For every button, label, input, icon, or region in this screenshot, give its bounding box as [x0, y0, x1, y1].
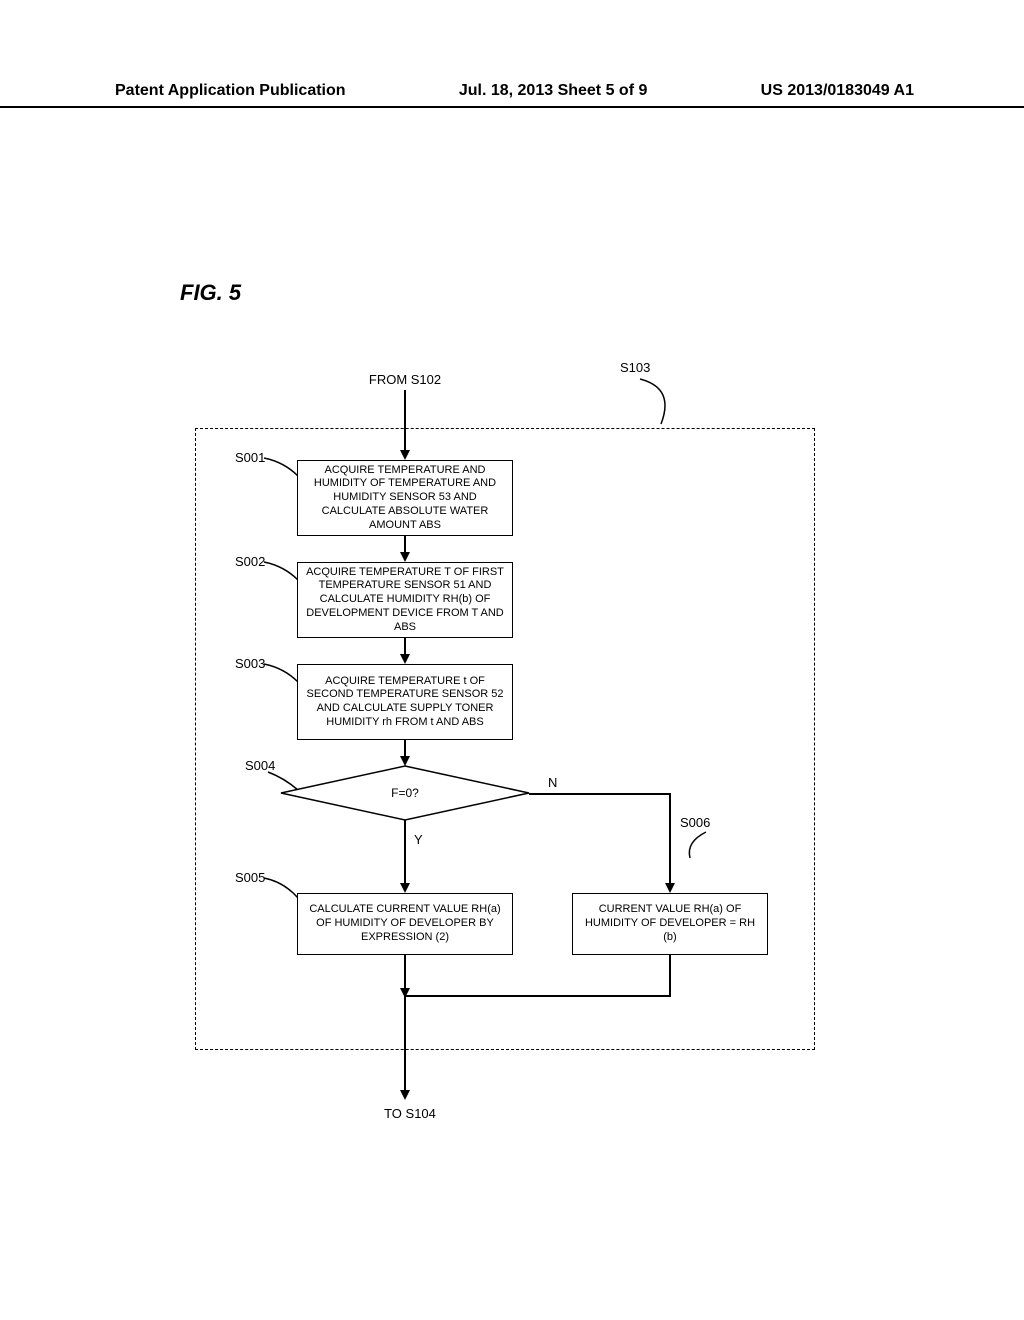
connector-line [404, 820, 406, 885]
container-label-s103: S103 [620, 360, 650, 375]
process-text-s003: ACQUIRE TEMPERATURE t OF SECOND TEMPERAT… [304, 675, 506, 730]
header-center: Jul. 18, 2013 Sheet 5 of 9 [459, 82, 648, 100]
connector-line [404, 996, 406, 1092]
header-row: Patent Application Publication Jul. 18, … [0, 82, 1024, 100]
callout-curve-s005 [262, 876, 302, 900]
callout-curve-s103 [635, 378, 695, 426]
flowchart-diagram: FROM S102 S103 S001 ACQUIRE TEMPERATURE … [180, 360, 840, 1140]
process-box-s005: CALCULATE CURRENT VALUE RH(a) OF HUMIDIT… [297, 893, 513, 955]
process-text-s002: ACQUIRE TEMPERATURE T OF FIRST TEMPERATU… [304, 566, 506, 635]
figure-label: FIG. 5 [180, 280, 241, 306]
step-label-s005: S005 [235, 870, 265, 885]
header-left: Patent Application Publication [115, 82, 346, 100]
header-right: US 2013/0183049 A1 [761, 82, 914, 100]
connector-line [404, 995, 671, 997]
step-label-s006: S006 [680, 815, 710, 830]
arrowhead-icon [400, 552, 410, 562]
page-header: Patent Application Publication Jul. 18, … [0, 82, 1024, 108]
callout-curve-s001 [262, 456, 302, 478]
to-label: TO S104 [375, 1106, 445, 1121]
process-text-s006: CURRENT VALUE RH(a) OF HUMIDITY OF DEVEL… [579, 903, 761, 944]
process-box-s001: ACQUIRE TEMPERATURE AND HUMIDITY OF TEMP… [297, 460, 513, 536]
connector-line [669, 793, 671, 885]
connector-line [669, 955, 671, 995]
arrowhead-icon [400, 1090, 410, 1100]
process-box-s002: ACQUIRE TEMPERATURE T OF FIRST TEMPERATU… [297, 562, 513, 638]
process-text-s001: ACQUIRE TEMPERATURE AND HUMIDITY OF TEMP… [304, 464, 506, 533]
step-label-s003: S003 [235, 656, 265, 671]
connector-line [529, 793, 670, 795]
process-box-s003: ACQUIRE TEMPERATURE t OF SECOND TEMPERAT… [297, 664, 513, 740]
arrowhead-icon [665, 883, 675, 893]
decision-text-s004: F=0? [280, 786, 530, 800]
callout-curve-s003 [262, 662, 302, 684]
arrowhead-icon [400, 654, 410, 664]
process-text-s005: CALCULATE CURRENT VALUE RH(a) OF HUMIDIT… [304, 903, 506, 944]
callout-curve-s006 [680, 830, 716, 860]
page: Patent Application Publication Jul. 18, … [0, 0, 1024, 1320]
arrowhead-icon [400, 883, 410, 893]
decision-diamond-s004: F=0? [280, 765, 530, 821]
branch-label-yes: Y [414, 832, 423, 847]
process-box-s006: CURRENT VALUE RH(a) OF HUMIDITY OF DEVEL… [572, 893, 768, 955]
branch-label-no: N [548, 775, 557, 790]
callout-curve-s002 [262, 560, 302, 582]
step-label-s002: S002 [235, 554, 265, 569]
from-label: FROM S102 [355, 372, 455, 387]
step-label-s001: S001 [235, 450, 265, 465]
